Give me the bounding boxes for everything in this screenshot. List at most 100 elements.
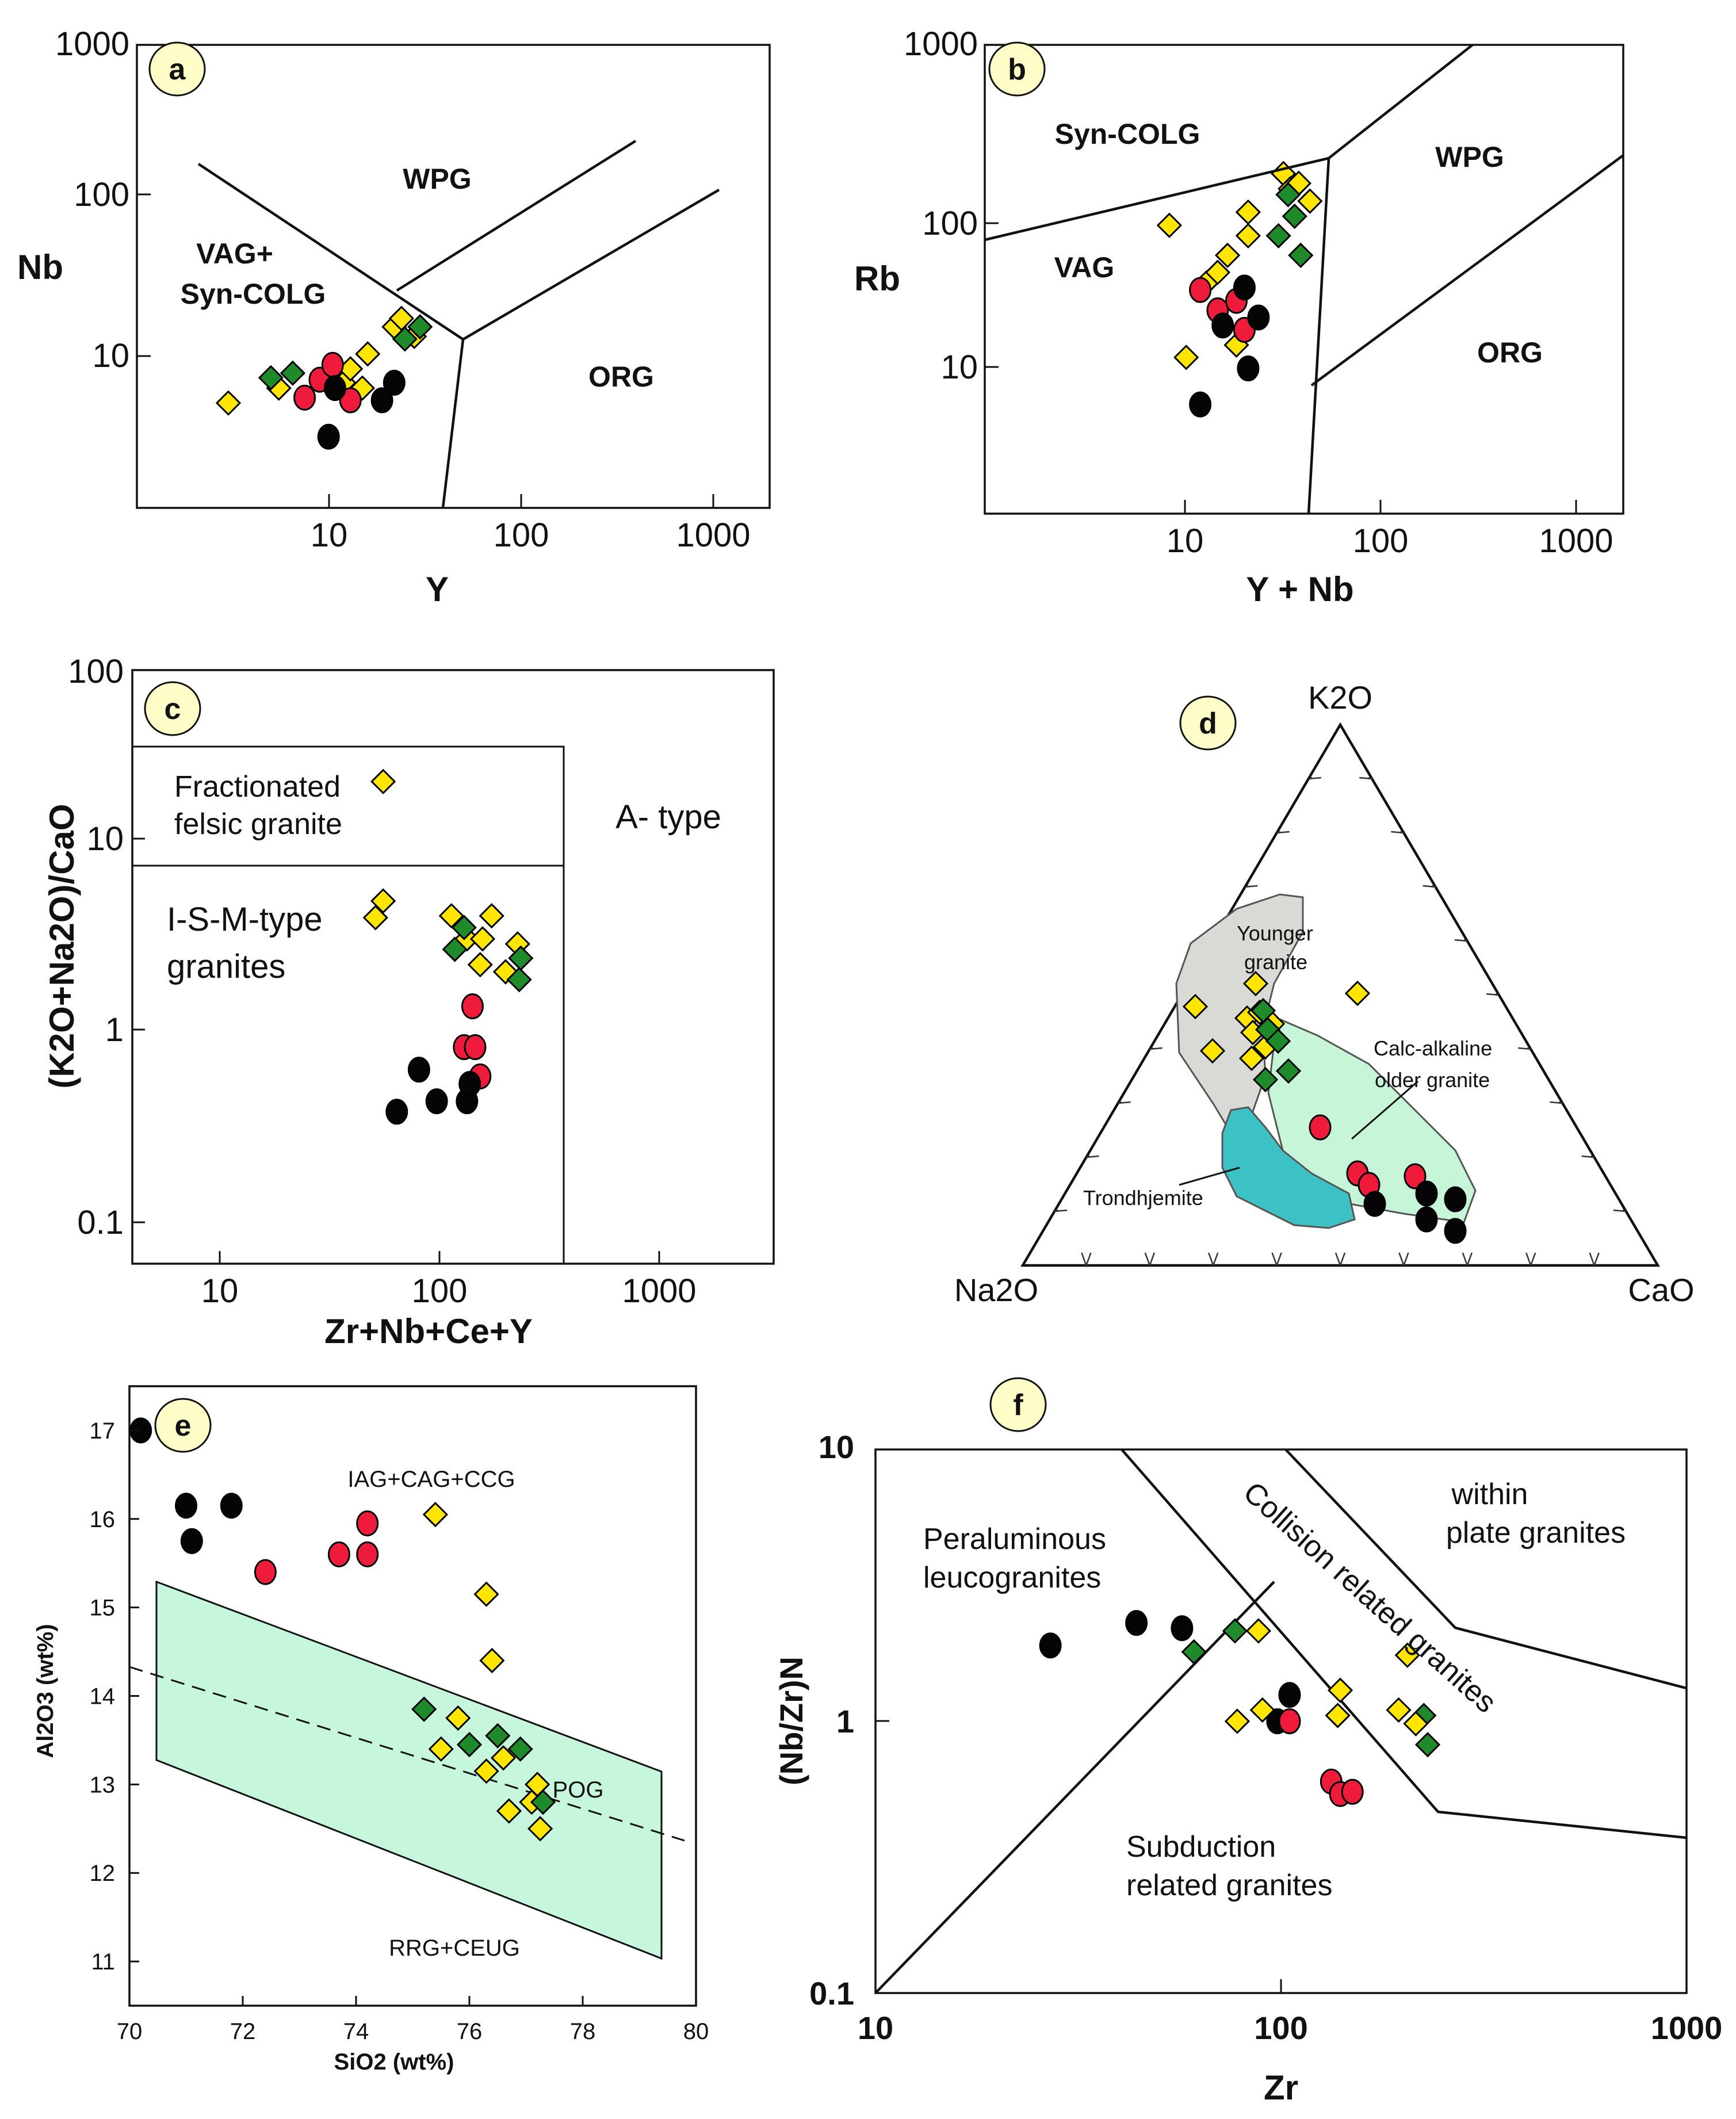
c-xlabel: Zr+Nb+Ce+Y	[324, 1312, 533, 1351]
b-ytick-1000: 1000	[904, 25, 978, 63]
a-xtick-100: 100	[494, 517, 549, 554]
b-ytick-100: 100	[922, 205, 978, 242]
a-ylabel: Nb	[17, 248, 63, 286]
data-point-green-diamond	[507, 1736, 533, 1762]
data-point-red-circle	[321, 351, 344, 378]
data-point-yellow-diamond	[527, 1816, 553, 1842]
data-point-yellow-diamond	[370, 888, 396, 914]
data-point-yellow-diamond	[1156, 212, 1182, 238]
d-field-younger: Younger	[1237, 921, 1313, 945]
c-field-fractionated: Fractionated	[174, 770, 341, 804]
data-point-green-diamond	[1275, 1058, 1302, 1084]
f-ytick-10: 10	[819, 1429, 854, 1465]
data-point-red-circle	[356, 1541, 379, 1567]
panel-c: 100 10 1 0.1 10 100 1000 Zr+Nb+Ce+Y (K2O…	[43, 653, 775, 1351]
data-point-yellow-diamond	[1245, 1618, 1271, 1644]
e-xlabel: SiO2 (wt%)	[334, 2049, 454, 2075]
data-point-black-circle	[1211, 312, 1234, 339]
data-point-yellow-diamond	[1214, 242, 1241, 268]
data-point-yellow-diamond	[490, 1745, 517, 1771]
data-point-yellow-diamond	[1224, 1708, 1251, 1734]
e-xtick: 80	[683, 2019, 709, 2044]
panel-b-boundaries	[984, 44, 1624, 514]
data-point-red-circle	[293, 384, 316, 411]
a-field-org: ORG	[588, 361, 654, 393]
panel-a-ticks	[137, 193, 714, 508]
data-point-black-circle	[383, 369, 406, 396]
f-xtick-10: 10	[858, 2010, 893, 2046]
data-point-green-diamond	[506, 966, 532, 993]
c-ytick-0.1: 0.1	[77, 1204, 124, 1241]
data-point-yellow-diamond	[370, 768, 396, 794]
data-point-yellow-diamond	[1344, 980, 1371, 1007]
panel-d-marks	[1182, 970, 1467, 1244]
apex-cao: CaO	[1628, 1272, 1694, 1308]
a-badge-label: a	[169, 53, 186, 86]
panel-d-badge: d	[1179, 695, 1237, 751]
e-xtick: 74	[343, 2019, 369, 2044]
panel-f-marks	[1039, 1610, 1441, 1807]
data-point-yellow-diamond	[473, 1581, 499, 1607]
pog-dashed-line	[129, 1666, 685, 1842]
a-xtick-1000: 1000	[676, 517, 750, 554]
f-xlabel: Zr	[1264, 2068, 1298, 2107]
panel-b: 1000 100 10 10 100 1000 Y + Nb Rb Syn-CO…	[854, 25, 1624, 609]
e-xtick: 76	[457, 2019, 483, 2044]
data-point-green-diamond	[258, 365, 284, 391]
c-ytick-1: 1	[105, 1011, 124, 1049]
data-point-yellow-diamond	[1327, 1677, 1353, 1703]
panel-f: 10 1 0.1 10 100 1000 Zr (Nb/Zr)N Peralum…	[773, 1377, 1722, 2107]
data-point-yellow-diamond	[362, 905, 388, 931]
data-point-red-circle	[1404, 1163, 1427, 1189]
data-point-green-diamond	[456, 1731, 483, 1758]
a-field-vag: VAG+	[196, 238, 273, 270]
e-ytick: 17	[90, 1418, 116, 1444]
f-field-collision: Collision related granites	[1237, 1475, 1502, 1719]
e-ylabel: Al2O3 (wt%)	[33, 1624, 58, 1758]
data-point-black-circle	[175, 1493, 197, 1519]
b-field-wpg: WPG	[1435, 141, 1504, 173]
panel-b-ticks	[985, 222, 1577, 514]
a-xtick-10: 10	[311, 517, 348, 554]
data-point-green-diamond	[1414, 1732, 1441, 1758]
data-point-red-circle	[254, 1559, 277, 1585]
panel-a: 1000 100 10 10 100 1000 Y Nb WPG VAG+ Sy…	[17, 25, 771, 609]
data-point-yellow-diamond	[479, 903, 504, 929]
data-point-yellow-diamond	[1235, 199, 1261, 225]
c-xtick-100: 100	[412, 1272, 468, 1310]
a-ytick-1000: 1000	[55, 25, 129, 63]
c-ytick-10: 10	[86, 820, 124, 858]
data-point-green-diamond	[508, 945, 534, 971]
panel-f-ticks	[875, 1720, 1282, 1993]
data-point-yellow-diamond	[422, 1501, 449, 1528]
c-field-felsic-granite: felsic granite	[174, 808, 342, 841]
d-field-calc-alkaline: Calc-alkaline	[1374, 1036, 1492, 1060]
c-field-granites: granites	[167, 948, 285, 985]
trondhjemite-leader	[1179, 1166, 1240, 1186]
data-point-green-diamond	[530, 1789, 556, 1815]
d-badge-circle	[1179, 695, 1237, 751]
data-point-black-circle	[1444, 1218, 1467, 1244]
data-point-green-diamond	[1275, 182, 1301, 208]
data-point-green-diamond	[485, 1723, 511, 1749]
panel-e-ticks: 70 72 74 76 78 80 11 12 13 14 15 16 17	[90, 1418, 709, 2044]
data-point-yellow-diamond	[1182, 993, 1209, 1020]
data-point-black-circle	[317, 423, 340, 450]
c-xtick-1000: 1000	[622, 1272, 696, 1310]
e-field-pog: POG	[553, 1777, 604, 1803]
data-point-yellow-diamond	[1325, 1703, 1351, 1728]
data-point-black-circle	[1415, 1180, 1438, 1207]
data-point-yellow-diamond	[445, 1705, 471, 1731]
data-point-yellow-diamond	[1205, 259, 1231, 285]
data-point-red-circle	[1341, 1778, 1364, 1805]
e-xtick: 78	[570, 2019, 596, 2044]
a-ytick-100: 100	[74, 176, 129, 213]
e-ytick: 14	[90, 1684, 116, 1709]
data-point-black-circle	[1125, 1610, 1148, 1636]
data-point-green-diamond	[442, 936, 468, 962]
data-point-black-circle	[385, 1099, 408, 1125]
panel-c-badge: c	[144, 681, 201, 736]
panel-f-badge: f	[989, 1377, 1047, 1432]
data-point-green-diamond	[1252, 1066, 1279, 1093]
e-ytick: 13	[90, 1772, 116, 1797]
